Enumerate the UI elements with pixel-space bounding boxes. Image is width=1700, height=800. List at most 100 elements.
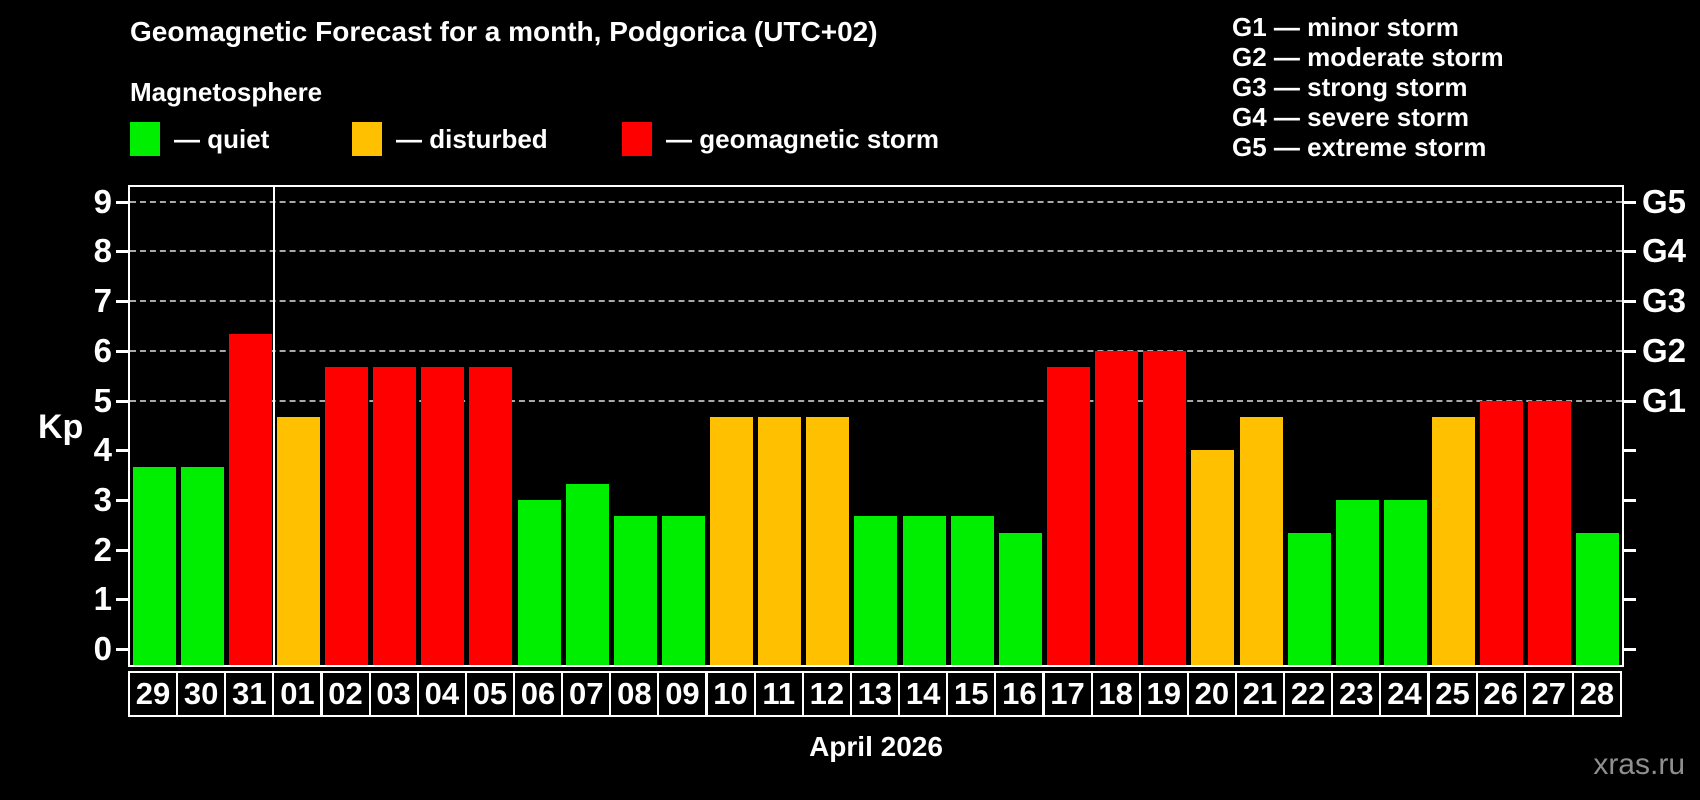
date-cell-01: 01 <box>272 671 323 717</box>
y-tick-left <box>116 250 128 254</box>
y-tick-left <box>116 548 128 552</box>
storm-scale-item: G5 — extreme storm <box>1232 132 1487 162</box>
gridline-kp6 <box>130 349 1622 352</box>
bar-day-20 <box>1191 450 1235 665</box>
bar-day-01 <box>276 416 320 665</box>
date-cell-18: 18 <box>1090 671 1141 717</box>
bar-day-14 <box>902 516 946 665</box>
bar-day-04 <box>421 367 465 665</box>
bar-day-29 <box>132 466 176 665</box>
y-tick-label-2: 2 <box>93 530 112 568</box>
date-cell-14: 14 <box>898 671 949 717</box>
date-cell-13: 13 <box>849 671 900 717</box>
y-tick-right <box>1624 300 1636 304</box>
date-cell-07: 07 <box>561 671 612 717</box>
date-cell-26: 26 <box>1475 671 1526 717</box>
gridline-kp9 <box>130 200 1622 203</box>
date-cell-11: 11 <box>753 671 804 717</box>
date-cell-30: 30 <box>176 671 227 717</box>
date-cell-31: 31 <box>224 671 275 717</box>
y-tick-label-7: 7 <box>93 282 112 320</box>
g-level-label-G3: G3 <box>1642 282 1687 320</box>
bar-day-11 <box>758 416 802 665</box>
y-tick-left <box>116 598 128 602</box>
bar-day-27 <box>1528 400 1572 665</box>
legend-item-storm: — geomagnetic storm <box>622 120 939 158</box>
y-tick-label-1: 1 <box>93 580 112 618</box>
y-tick-right <box>1624 598 1636 602</box>
y-tick-left <box>116 648 128 651</box>
date-cell-21: 21 <box>1235 671 1286 717</box>
month-separator <box>273 187 276 665</box>
date-cell-15: 15 <box>946 671 997 717</box>
y-tick-left <box>116 399 128 403</box>
date-cell-12: 12 <box>801 671 852 717</box>
legend-item-quiet: — quiet <box>130 120 269 158</box>
storm-scale-item: G4 — severe storm <box>1232 102 1470 132</box>
g-level-label-G4: G4 <box>1642 232 1687 270</box>
date-cell-17: 17 <box>1042 671 1093 717</box>
bar-day-21 <box>1239 416 1283 665</box>
date-cell-28: 28 <box>1571 671 1622 717</box>
watermark: xras.ru <box>1593 748 1685 781</box>
g-level-label-G2: G2 <box>1642 331 1687 369</box>
y-tick-left <box>116 200 128 204</box>
bar-day-06 <box>517 499 561 665</box>
y-tick-right <box>1624 349 1636 353</box>
date-cell-10: 10 <box>705 671 756 717</box>
y-tick-right <box>1624 548 1636 552</box>
y-tick-right <box>1624 449 1636 453</box>
y-tick-label-5: 5 <box>93 381 112 419</box>
bar-day-02 <box>325 367 369 665</box>
magnetosphere-label: Magnetosphere <box>130 77 323 107</box>
g-level-label-G5: G5 <box>1642 182 1687 220</box>
legend-item-label: — geomagnetic storm <box>666 123 940 154</box>
plot-area <box>128 185 1624 667</box>
y-axis-title: Kp <box>38 408 84 446</box>
x-axis-title: April 2026 <box>809 731 943 762</box>
y-tick-right <box>1624 250 1636 254</box>
date-cell-05: 05 <box>464 671 515 717</box>
bar-day-03 <box>373 367 417 665</box>
bar-day-31 <box>228 334 272 665</box>
date-cell-19: 19 <box>1138 671 1189 717</box>
date-cell-16: 16 <box>994 671 1045 717</box>
storm-scale-item: G2 — moderate storm <box>1232 42 1504 72</box>
y-tick-left <box>116 349 128 353</box>
bar-day-19 <box>1143 350 1187 665</box>
y-tick-left <box>116 449 128 453</box>
date-cell-22: 22 <box>1283 671 1334 717</box>
bar-day-25 <box>1432 416 1476 665</box>
date-cell-08: 08 <box>609 671 660 717</box>
quiet-swatch-icon <box>130 122 160 156</box>
y-tick-label-0: 0 <box>93 630 112 667</box>
y-tick-left <box>116 498 128 502</box>
y-tick-label-6: 6 <box>93 331 112 369</box>
storm-scale-item: G1 — minor storm <box>1232 12 1459 42</box>
date-cell-23: 23 <box>1331 671 1382 717</box>
y-tick-label-3: 3 <box>93 480 112 518</box>
magnetosphere-legend: — quiet — disturbed — geomagnetic storm <box>0 120 1700 160</box>
gridline-kp8 <box>130 250 1622 253</box>
bar-day-16 <box>998 533 1042 665</box>
date-cell-20: 20 <box>1186 671 1237 717</box>
storm-scale-legend: G1 — minor storm G2 — moderate storm G3 — … <box>1232 12 1504 162</box>
y-tick-label-9: 9 <box>93 182 112 220</box>
storm-scale-item: G3 — strong storm <box>1232 72 1468 102</box>
y-tick-label-8: 8 <box>93 232 112 270</box>
date-cell-25: 25 <box>1427 671 1478 717</box>
bar-day-08 <box>613 516 657 665</box>
bar-day-13 <box>854 516 898 665</box>
legend-item-label: — disturbed <box>396 123 548 154</box>
bar-day-23 <box>1335 499 1379 665</box>
y-tick-right <box>1624 200 1636 204</box>
date-cell-04: 04 <box>416 671 467 717</box>
y-tick-right <box>1624 399 1636 403</box>
page-title: Geomagnetic Forecast for a month, Podgor… <box>130 16 878 47</box>
bar-day-28 <box>1576 533 1620 665</box>
bar-day-22 <box>1287 533 1331 665</box>
g-level-label-G1: G1 <box>1642 381 1687 419</box>
bar-day-30 <box>180 466 224 665</box>
legend-item-label: — quiet <box>174 123 270 154</box>
